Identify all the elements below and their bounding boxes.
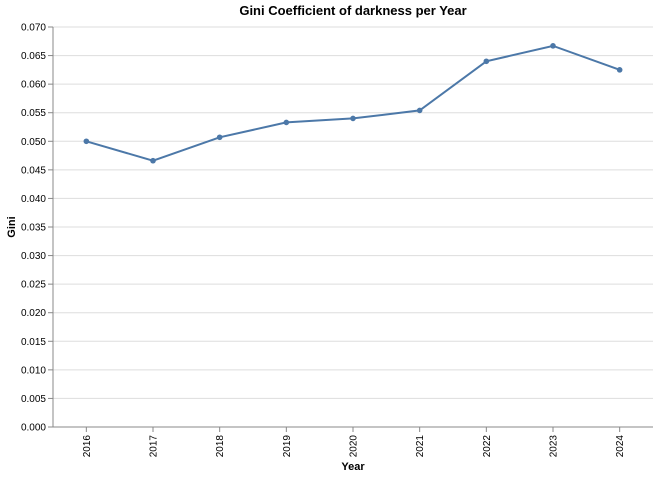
x-tick-label: 2020 (349, 435, 360, 458)
x-axis-title: Year (341, 461, 365, 473)
series-line (86, 44, 621, 162)
data-points (83, 43, 623, 164)
chart-title: Gini Coefficient of darkness per Year (239, 3, 466, 18)
x-tick-label: 2019 (282, 435, 293, 458)
y-tick-label: 0.010 (21, 365, 46, 376)
y-tick-label: 0.030 (21, 251, 46, 262)
data-point (616, 67, 623, 73)
series-layer (86, 44, 621, 162)
y-tick-label: 0.035 (21, 223, 46, 234)
axes: 0.000 0.005 0.010 0.015 0.020 0.025 0.030 0.035… (21, 23, 653, 458)
y-tick-label: 0.050 (21, 137, 46, 148)
data-point (483, 58, 490, 65)
y-axis-title: Gini (6, 216, 18, 237)
x-tick-label: 2016 (82, 435, 93, 458)
x-tick-label: 2018 (215, 435, 226, 458)
y-tick-label: 0.045 (21, 165, 46, 176)
y-tick-label: 0.060 (21, 80, 46, 91)
data-point (283, 119, 290, 126)
data-point (416, 107, 423, 114)
y-tick-label: 0.070 (21, 23, 46, 34)
data-point (150, 157, 156, 164)
data-point (216, 134, 223, 141)
data-point (83, 138, 90, 145)
y-tick-label: 0.000 (21, 423, 46, 434)
x-tick-label: 2017 (149, 435, 160, 458)
y-tick-label: 0.065 (21, 51, 46, 62)
data-point (550, 43, 556, 49)
y-tick-label: 0.025 (21, 280, 46, 291)
y-tick-label: 0.020 (21, 308, 46, 319)
y-tick-label: 0.015 (21, 337, 46, 348)
x-tick-label: 2024 (615, 435, 626, 458)
y-tick-label: 0.040 (21, 194, 46, 205)
gridlines (53, 26, 653, 428)
data-point (350, 115, 356, 122)
x-tick-label: 2023 (549, 435, 560, 458)
y-tick-label: 0.005 (21, 394, 46, 405)
x-tick-label: 2022 (482, 435, 493, 458)
x-tick-label: 2021 (415, 435, 426, 458)
y-tick-label: 0.055 (21, 108, 46, 119)
